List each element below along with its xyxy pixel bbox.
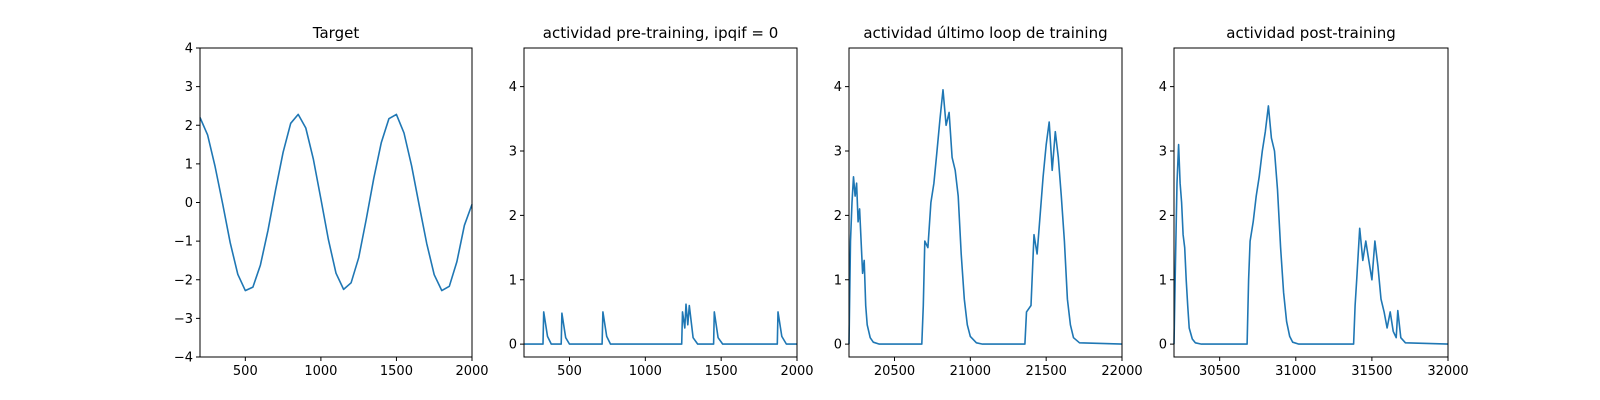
y-tick-label: 4 xyxy=(1159,80,1167,95)
series-line xyxy=(199,113,473,292)
x-tick-label: 20500 xyxy=(874,364,915,379)
x-tick-label: 22000 xyxy=(1101,364,1142,379)
x-tick-label: 2000 xyxy=(780,364,813,379)
y-tick-label: −3 xyxy=(174,312,193,327)
y-tick-label: 1 xyxy=(1159,273,1167,288)
series-line xyxy=(848,89,1123,345)
x-tick-label: 31000 xyxy=(1275,364,1316,379)
chart-panel-1: Target 500 1000 1500 2000 −4 −3 −2 −1 0 1 2 3 4 xyxy=(174,24,489,379)
y-tick-label: 0 xyxy=(834,338,842,353)
x-tick-label: 31500 xyxy=(1351,364,1392,379)
y-tick-label: 1 xyxy=(185,157,193,172)
plot-frame xyxy=(1173,47,1449,358)
chart-title: actividad último loop de training xyxy=(863,24,1107,42)
y-tick-label: 2 xyxy=(1159,209,1167,224)
y-tick-label: −2 xyxy=(174,273,193,288)
x-tick-label: 32000 xyxy=(1427,364,1468,379)
x-tick-label: 1000 xyxy=(629,364,662,379)
y-tick-label: 0 xyxy=(509,338,517,353)
y-tick-label: 0 xyxy=(1159,338,1167,353)
chart-title: Target xyxy=(312,24,360,42)
x-tick-label: 1500 xyxy=(380,364,413,379)
x-tick-label: 1500 xyxy=(705,364,738,379)
y-tick-label: 2 xyxy=(509,209,517,224)
x-tick-label: 21000 xyxy=(950,364,991,379)
chart-panel-2: actividad pre-training, ipqif = 0 500 1000… xyxy=(509,24,814,379)
x-tick-label: 1000 xyxy=(304,364,337,379)
y-tick-label: 0 xyxy=(185,196,193,211)
y-tick-label: 3 xyxy=(185,80,193,95)
y-tick-label: 1 xyxy=(509,273,517,288)
chart-title: actividad pre-training, ipqif = 0 xyxy=(543,24,779,42)
chart-title: actividad post-training xyxy=(1226,24,1395,42)
y-tick-label: 2 xyxy=(185,119,193,134)
x-tick-label: 500 xyxy=(233,364,258,379)
plot-frame xyxy=(523,47,798,358)
x-tick-label: 21500 xyxy=(1025,364,1066,379)
x-tick-label: 30500 xyxy=(1199,364,1240,379)
plot-frame xyxy=(848,47,1123,358)
x-tick-label: 2000 xyxy=(455,364,488,379)
y-tick-label: 4 xyxy=(834,80,842,95)
plot-frame xyxy=(199,47,473,358)
y-tick-label: 1 xyxy=(834,273,842,288)
x-tick-label: 500 xyxy=(557,364,582,379)
y-tick-label: 4 xyxy=(509,80,517,95)
y-tick-label: 3 xyxy=(834,145,842,160)
y-tick-label: −4 xyxy=(174,351,193,366)
series-line xyxy=(1173,105,1449,345)
y-tick-label: −1 xyxy=(174,235,193,250)
y-tick-label: 2 xyxy=(834,209,842,224)
y-tick-label: 3 xyxy=(509,145,517,160)
y-tick-label: 4 xyxy=(185,42,193,57)
series-line xyxy=(524,303,797,345)
y-tick-label: 3 xyxy=(1159,145,1167,160)
